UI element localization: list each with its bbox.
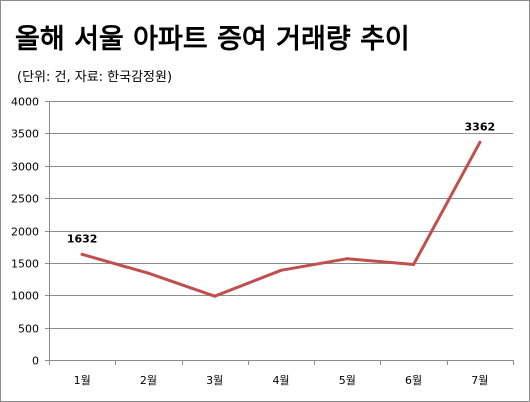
chart-title: 올해 서울 아파트 증여 거래량 추이 (15, 24, 410, 55)
x-tick-label: 6월 (405, 374, 422, 387)
data-point (213, 294, 217, 298)
y-tick-label: 500 (18, 323, 39, 336)
y-tick-label: 3500 (11, 128, 39, 141)
x-tick-label: 3월 (206, 374, 223, 387)
x-tick-label: 4월 (272, 374, 289, 387)
y-tick-label: 3000 (11, 161, 39, 174)
data-point (345, 257, 349, 261)
data-point (412, 262, 416, 266)
series-line (80, 140, 482, 298)
x-tick-label: 1월 (74, 374, 91, 387)
data-label: 1632 (67, 232, 98, 245)
x-tick-label: 7월 (471, 374, 488, 387)
x-tick-label: 2월 (140, 374, 157, 387)
y-tick-label: 2000 (11, 226, 39, 239)
y-tick-label: 2500 (11, 193, 39, 206)
chart-subtitle: (단위: 건, 자료: 한국감정원) (17, 70, 173, 85)
y-tick-label: 1000 (11, 290, 39, 303)
data-point (478, 140, 482, 144)
y-tick-label: 4000 (11, 96, 39, 109)
data-point (146, 271, 150, 275)
data-label: 3362 (465, 120, 496, 133)
x-tick-label: 5월 (339, 374, 356, 387)
y-tick-label: 1500 (11, 258, 39, 271)
data-point (80, 252, 84, 256)
data-point (279, 268, 283, 272)
y-tick-label: 0 (32, 355, 39, 368)
